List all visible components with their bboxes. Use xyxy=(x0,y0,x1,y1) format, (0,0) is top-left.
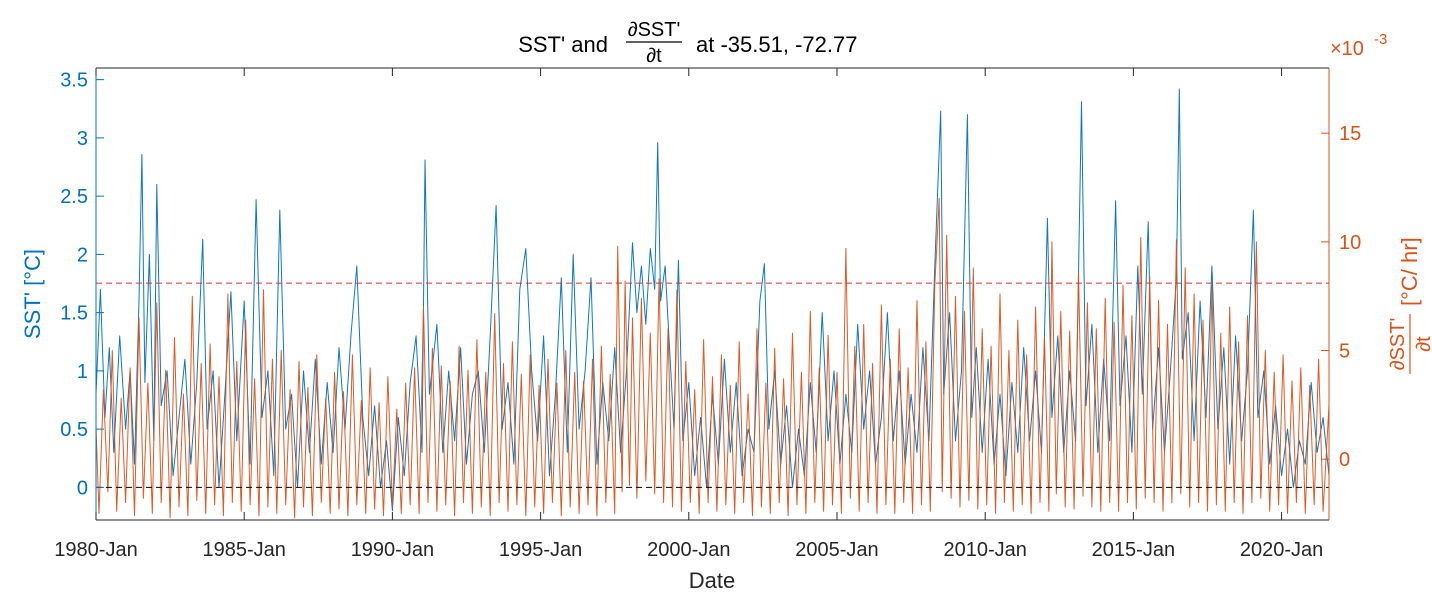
x-tick-label: 2000-Jan xyxy=(647,539,730,561)
left-tick-label: 3 xyxy=(77,128,88,150)
x-axis-ticks: 1980-Jan 1985-Jan 1990-Jan 1995-Jan 2000-Jan… xyxy=(54,68,1323,561)
left-tick-label: 1.5 xyxy=(60,303,88,325)
chart-title: SST' and ∂SST' ∂t at -35.51, -72.77 xyxy=(518,19,857,67)
left-tick-label: 2 xyxy=(77,244,88,266)
left-axis-ticks: 0 0.5 1 1.5 2 2.5 3 3.5 xyxy=(60,70,104,499)
left-tick-label: 1 xyxy=(77,361,88,383)
right-tick-label: 10 xyxy=(1339,232,1361,254)
left-tick-label: 3.5 xyxy=(60,70,88,92)
right-tick-label: 0 xyxy=(1339,449,1350,471)
x-tick-label: 2005-Jan xyxy=(795,539,878,561)
series-group xyxy=(95,88,1330,519)
y-right-label-units: [°C/ hr] xyxy=(1397,237,1422,306)
y-right-exponent-base: ×10 xyxy=(1330,38,1364,60)
right-tick-label: 5 xyxy=(1339,341,1350,363)
y-right-exponent: ×10 -3 xyxy=(1330,31,1387,60)
x-tick-label: 1990-Jan xyxy=(351,539,434,561)
title-suffix: at -35.51, -72.77 xyxy=(696,32,857,57)
y-right-axis-label: ∂SST' ∂t [°C/ hr] xyxy=(1387,237,1432,374)
x-tick-label: 1995-Jan xyxy=(499,539,582,561)
title-prefix: SST' and xyxy=(518,32,608,57)
left-tick-label: 0.5 xyxy=(60,419,88,441)
y-right-exponent-power: -3 xyxy=(1374,31,1387,48)
axes-box xyxy=(95,67,1330,521)
y-right-label-numerator: ∂SST' xyxy=(1387,318,1409,371)
x-tick-label: 2015-Jan xyxy=(1092,539,1175,561)
x-axis-label: Date xyxy=(689,568,735,593)
x-tick-label: 2020-Jan xyxy=(1240,539,1323,561)
left-tick-label: 0 xyxy=(77,477,88,499)
x-tick-label: 2010-Jan xyxy=(943,539,1026,561)
title-fraction-numerator: ∂SST' xyxy=(628,19,681,41)
title-fraction-denominator: ∂t xyxy=(646,45,662,67)
series-line-sst-anomaly-tendency xyxy=(95,197,1330,519)
right-tick-label: 15 xyxy=(1339,123,1361,145)
reference-lines xyxy=(96,282,1329,488)
x-tick-label: 1980-Jan xyxy=(54,539,137,561)
right-axis-ticks: 0 5 10 15 xyxy=(1321,123,1361,471)
left-tick-label: 2.5 xyxy=(60,186,88,208)
x-tick-label: 1985-Jan xyxy=(202,539,285,561)
y-right-label-denominator: ∂t xyxy=(1413,336,1432,352)
y-left-axis-label: SST' [°C] xyxy=(20,249,45,339)
